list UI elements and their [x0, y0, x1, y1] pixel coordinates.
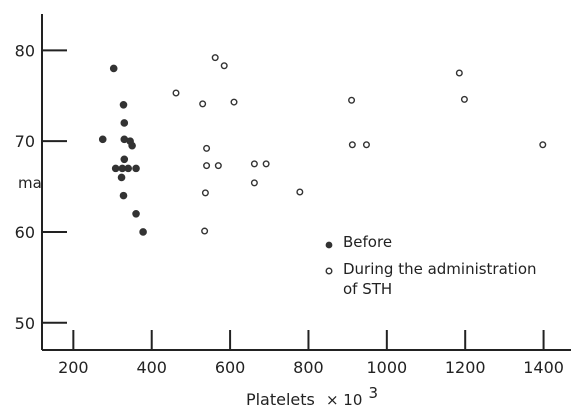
legend-label-before: Before [343, 233, 392, 251]
data-point-before [119, 101, 128, 109]
y-tick-label: 70 [15, 132, 35, 151]
data-point-during-sth [201, 189, 209, 197]
data-point-during-sth [262, 160, 270, 168]
data-point-before [120, 119, 129, 127]
data-point-during-sth [296, 188, 304, 196]
x-axis-label-name: Platelets [246, 390, 315, 408]
data-point-before [139, 228, 147, 236]
y-tick-label: 60 [15, 223, 35, 242]
x-tick-label: 400 [136, 358, 167, 377]
data-point-during-sth [460, 95, 468, 103]
x-axis-label-multiplier: × 10 [326, 391, 362, 408]
x-tick-label: 1400 [523, 358, 564, 377]
data-points [98, 54, 547, 236]
data-point-during-sth [362, 141, 370, 149]
data-point-during-sth [199, 100, 207, 108]
data-point-before [119, 191, 128, 200]
x-axis-label-exponent: 3 [369, 384, 379, 402]
data-point-during-sth [203, 162, 211, 170]
legend-marker-during [325, 267, 333, 275]
data-point-during-sth [201, 227, 209, 235]
data-point-during-sth [250, 160, 258, 168]
legend: Before During the administration of STH [325, 233, 541, 298]
legend-label-during-line-2: of STH [343, 280, 392, 298]
data-point-during-sth [539, 141, 547, 149]
data-point-before [124, 164, 133, 173]
data-point-during-sth [220, 62, 228, 70]
axes: 50 60 70 80 200 400 600 800 1000 1200 1400 [15, 14, 571, 377]
data-point-during-sth [348, 141, 356, 149]
data-point-before [111, 164, 120, 173]
data-point-before [109, 64, 118, 73]
data-point-during-sth [172, 89, 180, 97]
data-point-during-sth [203, 144, 211, 152]
legend-label-during-line-1: During the administration [343, 260, 537, 278]
data-point-before [120, 155, 129, 164]
x-tick-label: 200 [58, 358, 89, 377]
x-tick-label: 800 [293, 358, 324, 377]
legend-marker-before [325, 241, 333, 249]
x-tick-label: 1200 [445, 358, 486, 377]
data-point-before [128, 141, 136, 150]
data-point-during-sth [348, 96, 356, 104]
x-tick-label: 600 [215, 358, 246, 377]
data-point-during-sth [214, 162, 222, 170]
y-axis-label: ma [18, 174, 42, 192]
data-point-before [98, 135, 107, 144]
data-point-before [117, 173, 126, 182]
x-axis-label: Platelets × 10 3 [246, 384, 378, 408]
y-tick-label: 80 [15, 41, 35, 60]
x-tick-label: 1000 [366, 358, 407, 377]
data-point-before [132, 209, 140, 218]
y-tick-label: 50 [15, 314, 35, 333]
data-point-during-sth [230, 98, 238, 106]
data-point-before [132, 164, 140, 173]
data-point-during-sth [211, 54, 219, 62]
data-point-during-sth [455, 69, 463, 77]
legend-label-during: During the administration of STH [343, 260, 541, 298]
data-point-during-sth [250, 179, 258, 187]
